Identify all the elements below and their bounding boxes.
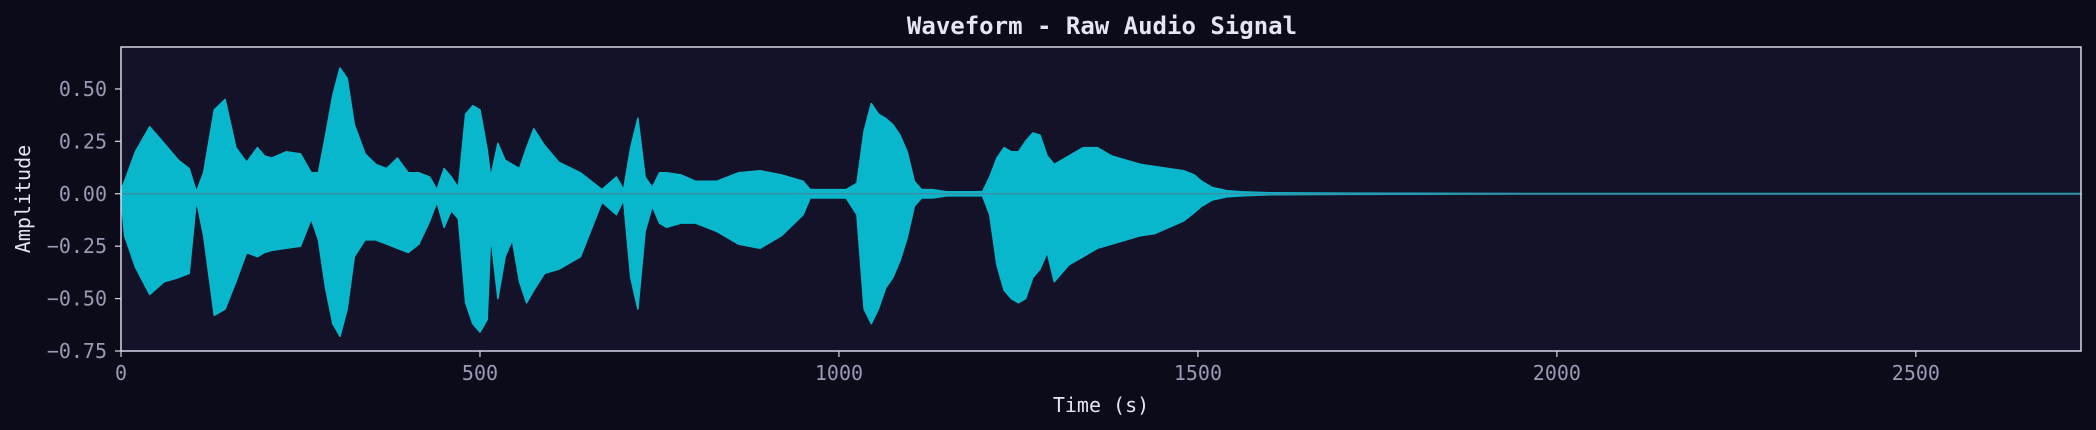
x-tick-label: 2500 <box>1892 361 1940 385</box>
y-tick-label: −0.50 <box>47 287 107 311</box>
x-tick-label: 1000 <box>815 361 863 385</box>
y-tick-label: −0.25 <box>47 234 107 258</box>
x-axis-label: Time (s) <box>1053 393 1149 417</box>
y-tick-label: 0.00 <box>59 182 107 206</box>
x-tick-label: 0 <box>115 361 127 385</box>
chart-title: Waveform - Raw Audio Signal <box>907 12 1297 40</box>
plot-frame <box>120 46 2082 352</box>
x-axis-ticks: 0 500 1000 1500 2000 2500 <box>115 351 1940 385</box>
x-tick-label: 500 <box>462 361 498 385</box>
y-axis-label: Amplitude <box>11 145 35 253</box>
y-axis-ticks: 0.50 0.25 0.00 −0.25 −0.50 −0.75 <box>47 77 121 363</box>
x-tick-label: 2000 <box>1533 361 1581 385</box>
y-tick-label: 0.25 <box>59 129 107 153</box>
y-tick-label: −0.75 <box>47 339 107 363</box>
y-tick-label: 0.50 <box>59 77 107 101</box>
x-tick-label: 1500 <box>1174 361 1222 385</box>
